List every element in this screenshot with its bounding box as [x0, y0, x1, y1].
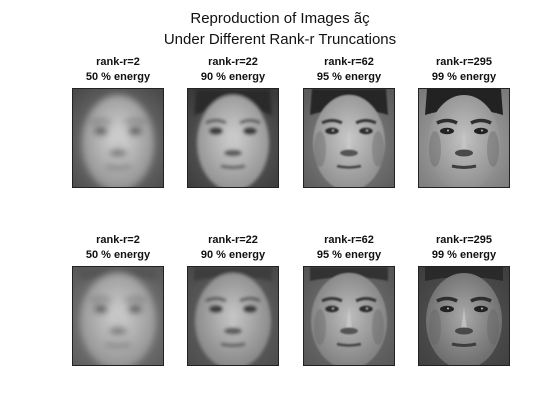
face-image-rank-2	[72, 266, 164, 366]
face-image-rank-22	[187, 88, 279, 188]
energy-label: 99 % energy	[431, 71, 497, 83]
rank-label: rank-r=295	[436, 56, 492, 68]
face-image-rank-62	[303, 88, 395, 188]
rank-label: rank-r=62	[324, 56, 374, 68]
rank-label: rank-r=295	[436, 234, 492, 246]
rank-label: rank-r=22	[208, 234, 258, 246]
energy-label: 50 % energy	[85, 249, 151, 261]
rank-label: rank-r=22	[208, 56, 258, 68]
energy-label: 90 % energy	[200, 249, 266, 261]
face-image-rank-295	[418, 266, 510, 366]
energy-label: 95 % energy	[316, 249, 382, 261]
rank-label: rank-r=62	[324, 234, 374, 246]
rank-label: rank-r=2	[96, 234, 140, 246]
energy-label: 90 % energy	[200, 71, 266, 83]
energy-label: 95 % energy	[316, 71, 382, 83]
energy-label: 50 % energy	[85, 71, 151, 83]
face-image-rank-295	[418, 88, 510, 188]
energy-label: 99 % energy	[431, 249, 497, 261]
figure-title-line-2: Under Different Rank-r Truncations	[163, 31, 397, 48]
figure-title-line-1: Reproduction of Images ãç	[190, 10, 370, 27]
rank-label: rank-r=2	[96, 56, 140, 68]
face-image-rank-2	[72, 88, 164, 188]
face-image-rank-22	[187, 266, 279, 366]
face-image-rank-62	[303, 266, 395, 366]
